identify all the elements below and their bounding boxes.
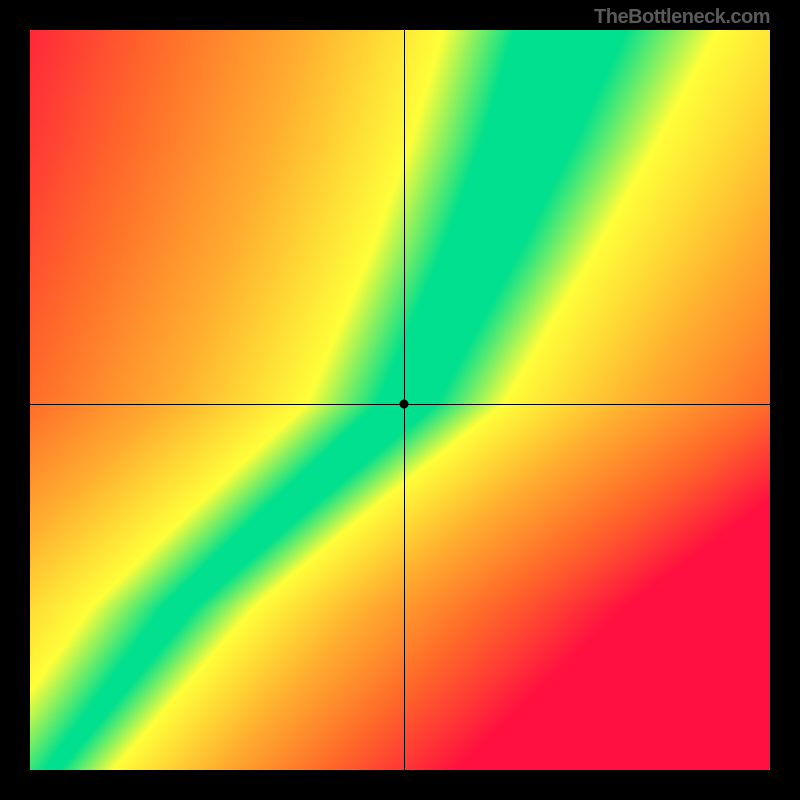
watermark-text: TheBottleneck.com [594, 6, 770, 29]
plot-area [30, 30, 770, 770]
heatmap-canvas [30, 30, 770, 770]
root-container: TheBottleneck.com [0, 0, 800, 800]
